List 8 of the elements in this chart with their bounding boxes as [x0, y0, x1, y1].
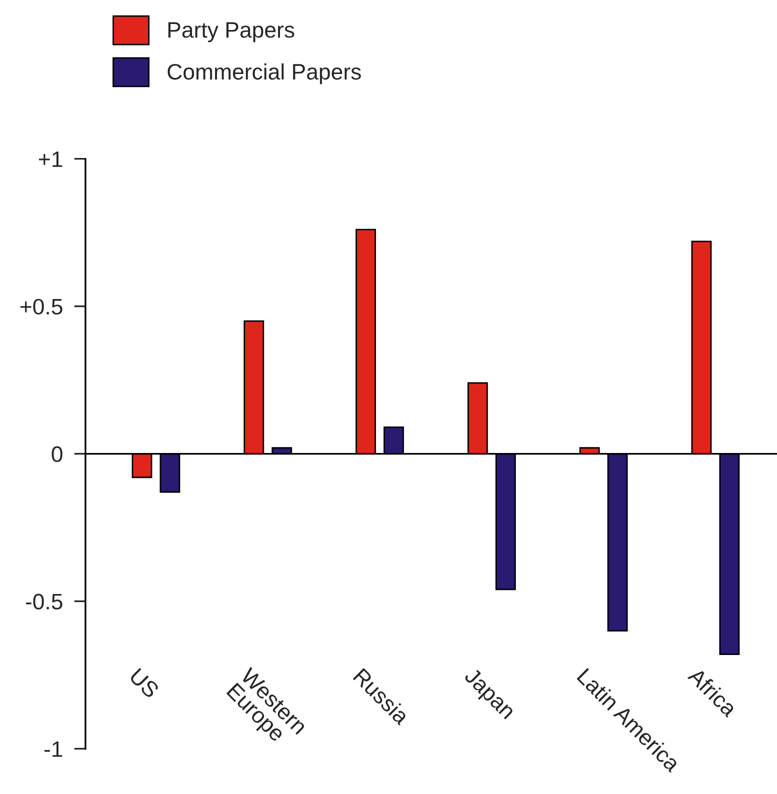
- y-tick-label: -1: [44, 742, 62, 757]
- legend-label: Commercial Papers: [168, 63, 361, 84]
- y-tick-label: +0.5: [20, 298, 62, 315]
- x-tick-label: US: [128, 668, 160, 699]
- y-tick-label: +1: [39, 152, 62, 167]
- y-tick-label: -0.5: [26, 594, 62, 610]
- y-tick-label: 0: [52, 446, 62, 462]
- legend-label: Party Papers: [168, 22, 294, 42]
